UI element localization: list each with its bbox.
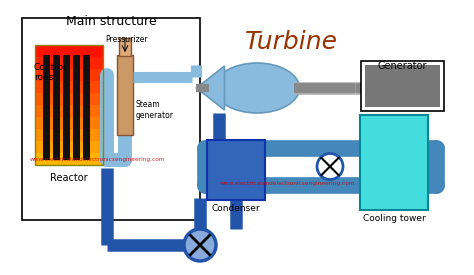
- Circle shape: [317, 153, 343, 180]
- Bar: [35, 129, 103, 141]
- Bar: [207, 140, 265, 200]
- Bar: [53, 55, 60, 160]
- Bar: [360, 115, 428, 210]
- Bar: [35, 45, 103, 57]
- Text: Turbine: Turbine: [245, 30, 338, 54]
- Bar: [43, 55, 50, 160]
- Ellipse shape: [215, 63, 300, 113]
- Text: Main structure: Main structure: [66, 15, 156, 28]
- Circle shape: [184, 229, 216, 261]
- Bar: [35, 45, 103, 165]
- Text: Pressurizer: Pressurizer: [106, 35, 148, 44]
- Bar: [35, 153, 103, 165]
- Bar: [35, 105, 103, 117]
- Bar: [365, 65, 440, 107]
- Text: Control
rods: Control rods: [34, 63, 67, 82]
- Text: www.electricalandelectronicsengineering.com: www.electricalandelectronicsengineering.…: [220, 180, 356, 186]
- Bar: [35, 81, 103, 93]
- Text: Steam
generator: Steam generator: [136, 100, 174, 120]
- Bar: [83, 55, 90, 160]
- Text: Condenser: Condenser: [212, 204, 260, 213]
- Text: www.electricalandelectronicsengineering.com: www.electricalandelectronicsengineering.…: [30, 158, 165, 163]
- Bar: [35, 69, 103, 81]
- Bar: [35, 93, 103, 105]
- Text: Generator: Generator: [378, 61, 427, 71]
- Text: Cooling tower: Cooling tower: [363, 214, 425, 223]
- Bar: [361, 61, 444, 111]
- Bar: [22, 18, 200, 220]
- Bar: [63, 55, 70, 160]
- Polygon shape: [197, 66, 225, 110]
- Bar: [35, 141, 103, 153]
- Bar: [35, 57, 103, 69]
- Bar: [35, 117, 103, 129]
- Bar: [119, 38, 131, 56]
- Bar: [117, 55, 133, 135]
- Bar: [73, 55, 80, 160]
- Text: Reactor: Reactor: [50, 173, 88, 183]
